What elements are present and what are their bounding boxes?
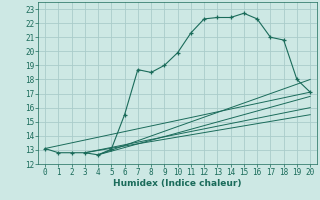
X-axis label: Humidex (Indice chaleur): Humidex (Indice chaleur) xyxy=(113,179,242,188)
